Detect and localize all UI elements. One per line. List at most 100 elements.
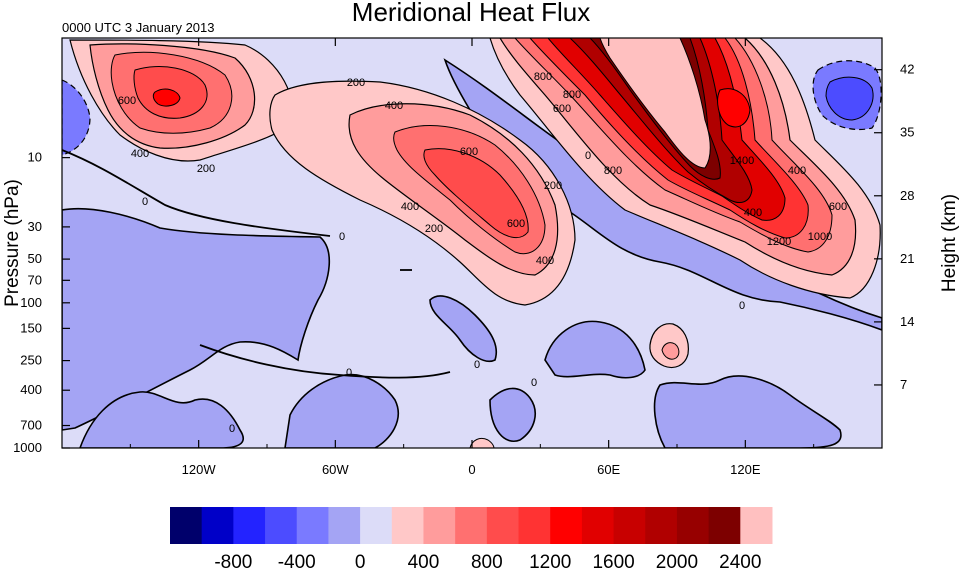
- contour-label: 200: [544, 180, 562, 192]
- contour-label: 0: [339, 231, 345, 243]
- colorbar-swatch: [170, 507, 203, 544]
- contour-field: [62, 38, 882, 448]
- y2-axis-label: Height (km): [939, 194, 960, 292]
- chart-subtitle: 0000 UTC 3 January 2013: [62, 20, 214, 35]
- contour-label: 0: [474, 359, 480, 371]
- contour-label: 0: [346, 367, 352, 379]
- negative-region-pacific: [544, 320, 646, 379]
- contour-label: 1400: [730, 155, 754, 167]
- colorbar-swatch: [486, 507, 520, 544]
- contour-label: 600: [118, 95, 136, 107]
- y-axis-label: Pressure (hPa): [2, 179, 23, 307]
- negative-region-bottom-center: [489, 387, 536, 442]
- y-tick-label: 70: [28, 272, 42, 287]
- contour-label: 400: [385, 100, 403, 112]
- contour-label: 400: [744, 207, 762, 219]
- negative-core-topright: [825, 76, 874, 121]
- colorbar-swatch: [550, 507, 583, 544]
- contour-label: 1200: [767, 236, 791, 248]
- colorbar-label: 800: [471, 552, 503, 571]
- y-tick-label: 700: [20, 418, 42, 433]
- x-tick-label: 120E: [730, 462, 761, 477]
- positive-core-east-peak: [599, 38, 711, 169]
- colorbar-label: 400: [408, 552, 440, 571]
- y-tick-label: 50: [28, 251, 42, 266]
- contour-label: 0: [531, 377, 537, 389]
- contour-label: 800: [563, 89, 581, 101]
- y-tick-label: 1000: [13, 440, 42, 455]
- contour-label: 0: [229, 423, 235, 435]
- contour-label: 400: [536, 255, 554, 267]
- colorbar-label: 1600: [592, 552, 634, 571]
- x-axis: 120W 60W 0 60E 120E: [129, 38, 815, 477]
- contour-label: 200: [347, 77, 365, 89]
- colorbar-swatch: [296, 507, 329, 544]
- y2-tick-label: 21: [900, 251, 914, 266]
- y2-tick-label: 42: [900, 62, 914, 77]
- negative-region-south: [429, 295, 497, 362]
- contour-label: 600: [507, 218, 525, 230]
- colorbar-swatch: [233, 507, 266, 544]
- negative-region-lowleft: [79, 391, 244, 448]
- colorbar-swatch: [676, 507, 710, 544]
- contour-label: 0: [585, 150, 591, 162]
- colorbar-swatch: [645, 507, 678, 544]
- colorbar: -800 -400 0 400 800 1200 1600 2000 2400: [170, 507, 773, 573]
- colorbar-label: 2000: [656, 552, 698, 571]
- contour-label: 600: [553, 103, 571, 115]
- y-tick-label: 100: [20, 295, 42, 310]
- contour-labels: 0 0 0 0 0 0 0 0 200 200 200 200 400 400 400 400 400 600 60…: [118, 71, 847, 435]
- colorbar-swatch: [613, 507, 646, 544]
- positive-blob-85e-core: [661, 342, 680, 360]
- negative-region-topleft: [62, 79, 91, 156]
- y-tick-label: 10: [28, 150, 42, 165]
- contour-label: 800: [534, 71, 552, 83]
- colorbar-swatch: [360, 507, 393, 544]
- contour-label: 400: [131, 148, 149, 160]
- colorbar-swatch: [708, 507, 741, 544]
- y-tick-label: 250: [20, 353, 42, 368]
- colorbar-swatch: [455, 507, 488, 544]
- positive-core-east-upper: [717, 88, 751, 128]
- contour-label: 200: [197, 163, 215, 175]
- y2-tick-label: 7: [900, 377, 907, 392]
- y2-tick-label: 35: [900, 125, 914, 140]
- y-tick-label: 150: [20, 320, 42, 335]
- x-tick-label: 120W: [182, 462, 217, 477]
- colorbar-label: -800: [214, 552, 252, 571]
- colorbar-label: 2400: [719, 552, 761, 571]
- contour-label: 400: [788, 165, 806, 177]
- colorbar-swatch: [581, 507, 615, 544]
- y-axis-right: 42 35 28 21 14 7: [874, 62, 914, 392]
- colorbar-swatch: [328, 507, 361, 544]
- colorbar-label: 1200: [529, 552, 571, 571]
- colorbar-label: -400: [278, 552, 316, 571]
- zero-contour-mid: [199, 344, 451, 379]
- contour-label: 1000: [808, 231, 832, 243]
- x-tick-label: 60W: [322, 462, 349, 477]
- colorbar-swatch: [201, 507, 234, 544]
- colorbar-label: 0: [355, 552, 366, 571]
- contour-label: 200: [425, 223, 443, 235]
- contour-label: 600: [829, 201, 847, 213]
- x-tick-label: 60E: [597, 462, 620, 477]
- colorbar-swatch: [518, 507, 551, 544]
- zero-contour-upper: [62, 149, 331, 237]
- negative-region-mid: [284, 373, 400, 448]
- positive-core-west: [152, 88, 181, 107]
- y-axis-left: 10 30 50 70 100 150 250 400 700 1000: [13, 150, 70, 455]
- colorbar-swatch: [423, 507, 456, 544]
- y-tick-label: 400: [20, 382, 42, 397]
- colorbar-swatch: [740, 507, 773, 544]
- negative-region-lower: [62, 207, 331, 431]
- contour-label: 400: [401, 201, 419, 213]
- positive-region-central-800: [423, 148, 529, 239]
- contour-label: 600: [460, 146, 478, 158]
- colorbar-swatch: [391, 507, 424, 544]
- contour-label: 800: [604, 165, 622, 177]
- negative-region-lowright: [653, 375, 842, 448]
- y-tick-label: 30: [28, 219, 42, 234]
- y2-tick-label: 28: [900, 188, 914, 203]
